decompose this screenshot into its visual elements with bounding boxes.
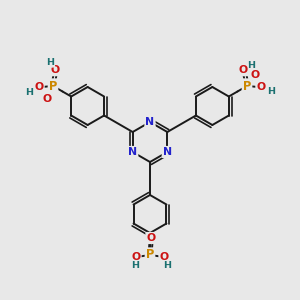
Text: P: P <box>146 248 154 262</box>
Text: H: H <box>46 58 54 67</box>
Text: H: H <box>267 87 275 96</box>
Text: O: O <box>146 233 156 243</box>
Text: O: O <box>238 65 248 75</box>
Text: N: N <box>146 117 154 127</box>
Text: N: N <box>128 147 137 157</box>
Text: H: H <box>247 61 255 70</box>
Text: O: O <box>43 94 52 104</box>
Text: H: H <box>163 262 171 271</box>
Text: O: O <box>34 82 43 92</box>
Text: P: P <box>243 80 251 92</box>
Text: P: P <box>49 80 57 92</box>
Text: N: N <box>163 147 172 157</box>
Text: O: O <box>50 65 60 75</box>
Text: O: O <box>250 70 260 80</box>
Text: H: H <box>131 262 139 271</box>
Text: O: O <box>131 252 141 262</box>
Text: O: O <box>256 82 266 92</box>
Text: H: H <box>25 88 33 97</box>
Text: O: O <box>159 252 169 262</box>
